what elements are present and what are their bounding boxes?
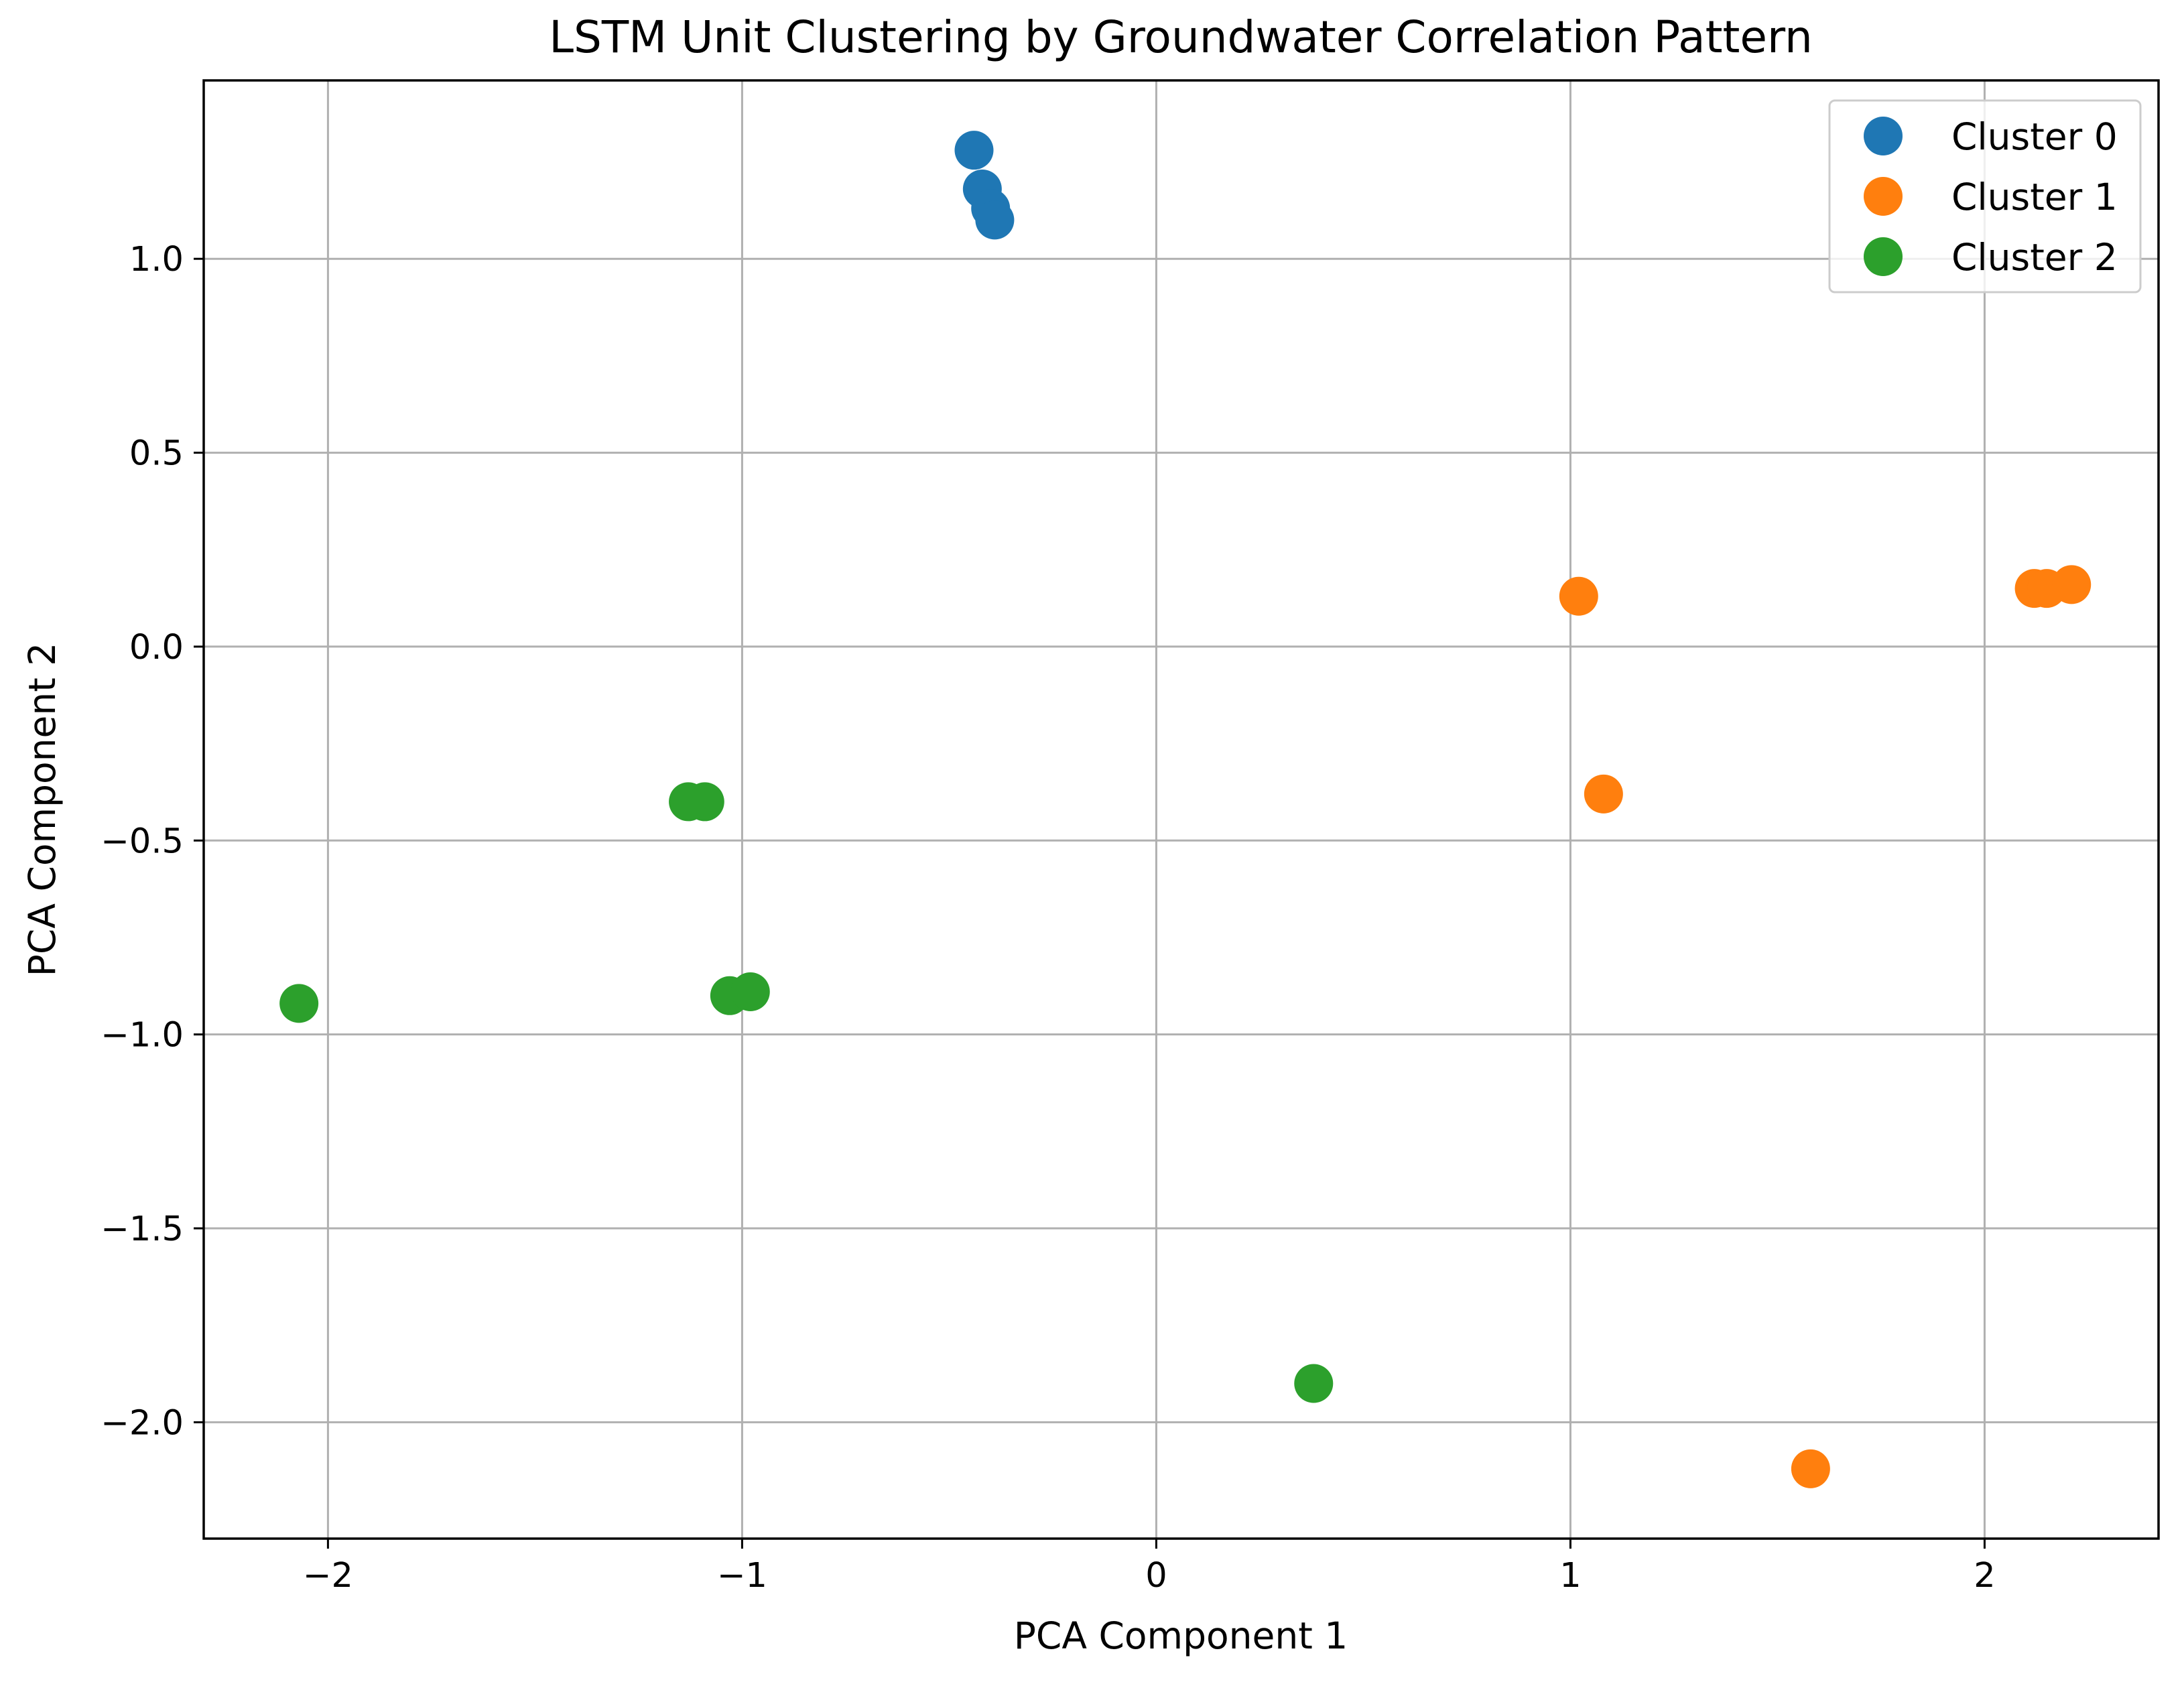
x-axis-label: PCA Component 1 bbox=[1014, 1614, 1348, 1657]
data-points bbox=[279, 131, 2092, 1488]
y-tick-label: −0.5 bbox=[101, 822, 184, 861]
cluster-0-point bbox=[954, 131, 994, 170]
cluster-0-point bbox=[975, 200, 1015, 240]
x-tick-label: 2 bbox=[1974, 1556, 1995, 1596]
cluster-2-point bbox=[685, 782, 724, 822]
y-tick-label: 1.0 bbox=[129, 240, 184, 279]
legend-label-cluster-2: Cluster 2 bbox=[1951, 236, 2118, 279]
cluster-1-point bbox=[1559, 576, 1598, 616]
axis-ticks: −2 −1 0 1 2 1.0 0.5 0.0 −0.5 −1.0 −1.5 −2.0 bbox=[101, 240, 1996, 1596]
legend-label-cluster-1: Cluster 1 bbox=[1951, 176, 2118, 218]
cluster-2-point bbox=[279, 984, 319, 1023]
chart-title: LSTM Unit Clustering by Groundwater Corr… bbox=[549, 11, 1813, 63]
x-tick-label: −1 bbox=[717, 1556, 767, 1596]
y-tick-label: −1.0 bbox=[101, 1016, 184, 1055]
y-tick-label: 0.5 bbox=[129, 434, 184, 474]
cluster-1-point bbox=[1791, 1449, 1830, 1488]
plot-area-frame bbox=[202, 79, 2160, 1540]
y-tick-label: −2.0 bbox=[101, 1403, 184, 1443]
legend-box bbox=[1828, 99, 2142, 294]
y-tick-label: 0.0 bbox=[129, 628, 184, 667]
grid bbox=[204, 80, 2159, 1539]
legend-label-cluster-0: Cluster 0 bbox=[1951, 115, 2118, 158]
x-tick-label: 0 bbox=[1145, 1556, 1167, 1596]
legend-marker-cluster-1 bbox=[1864, 177, 1903, 216]
cluster-1-point bbox=[1584, 774, 1623, 814]
cluster-1-point bbox=[2052, 565, 2092, 604]
cluster-2-point bbox=[1294, 1364, 1334, 1403]
x-tick-label: −2 bbox=[303, 1556, 353, 1596]
x-tick-label: 1 bbox=[1559, 1556, 1581, 1596]
legend-marker-cluster-0 bbox=[1864, 117, 1903, 155]
legend: Cluster 0 Cluster 1 Cluster 2 bbox=[1828, 99, 2142, 294]
cluster-2-point bbox=[730, 972, 770, 1011]
y-tick-label: −1.5 bbox=[101, 1210, 184, 1249]
legend-marker-cluster-2 bbox=[1864, 237, 1903, 276]
y-axis-label: PCA Component 2 bbox=[21, 643, 64, 976]
